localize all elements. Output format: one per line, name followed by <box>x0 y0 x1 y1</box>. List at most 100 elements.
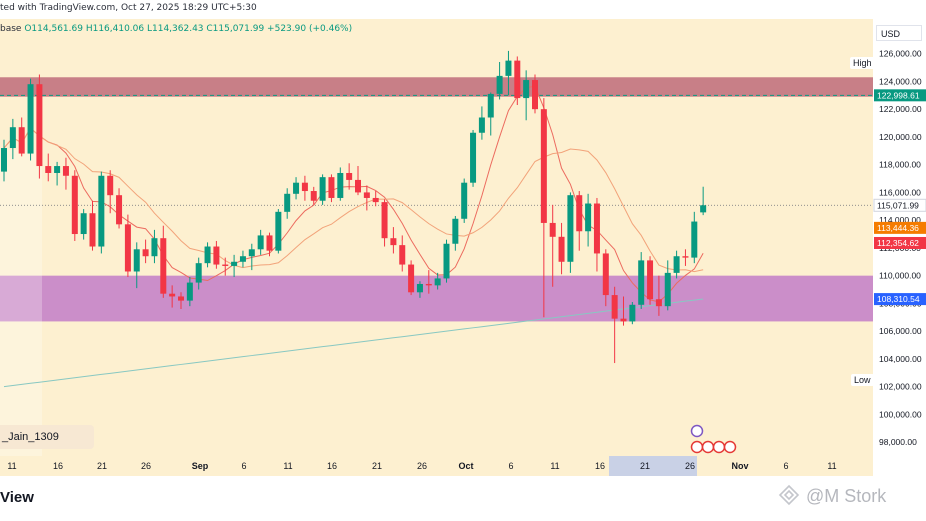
x-tick-label: 11 <box>827 461 836 471</box>
candle-body <box>452 218 459 244</box>
candle <box>470 129 477 187</box>
candle <box>80 209 87 240</box>
candle-body <box>567 195 574 262</box>
candle <box>319 174 326 205</box>
price-tag: 122,998.61 <box>874 89 926 102</box>
candle <box>204 242 211 268</box>
candle <box>27 78 34 161</box>
candle-body <box>540 109 547 223</box>
selection-band <box>0 150 42 456</box>
x-tick-label: 26 <box>417 461 427 471</box>
candle-body <box>620 318 627 322</box>
y-tick-label: 116,000.00 <box>879 187 921 197</box>
currency-label[interactable]: USD <box>876 25 922 41</box>
candle <box>98 171 105 254</box>
candle <box>363 185 370 211</box>
candle-body <box>231 261 238 266</box>
candle <box>381 199 388 247</box>
candle-body <box>496 75 503 94</box>
candle-body <box>399 245 406 265</box>
y-tick-label: 98,000.00 <box>879 437 917 447</box>
candle <box>355 166 361 196</box>
candle <box>523 70 530 121</box>
candle-body <box>673 256 680 273</box>
candle <box>284 188 291 219</box>
candle <box>700 186 707 216</box>
y-tick-label: 106,000.00 <box>879 326 922 336</box>
price-tag-label: 108,310.54 <box>877 294 920 304</box>
candle <box>116 188 123 229</box>
candle-body <box>664 272 671 307</box>
candle <box>9 118 16 160</box>
candle <box>496 62 503 100</box>
ohlc-line: base O114,561.69 H116,410.06 L114,362.43… <box>0 24 352 34</box>
candle-body <box>558 236 565 262</box>
candle <box>416 281 423 298</box>
event-flag-icon <box>712 440 726 454</box>
watermark-logo-icon <box>778 484 800 506</box>
candle <box>160 225 167 298</box>
candle-body <box>611 295 618 319</box>
x-tick-label: Oct <box>458 461 473 471</box>
candle-body <box>36 84 43 167</box>
candle <box>301 175 308 201</box>
high-label: High <box>850 57 875 69</box>
candle-body <box>549 222 556 237</box>
candle <box>266 232 273 257</box>
candle-body <box>1 148 7 172</box>
x-tick-label: 21 <box>640 461 650 471</box>
candle-body <box>71 175 78 235</box>
candle <box>89 200 96 251</box>
ohlc-values: O114,561.69 H116,410.06 L114,362.43 C115… <box>24 24 353 34</box>
x-tick-label: 26 <box>141 461 151 471</box>
event-flag-icon <box>723 440 737 454</box>
candle-body <box>186 282 193 301</box>
candle-body <box>213 246 220 265</box>
author-watermark: @M Stork <box>806 486 887 506</box>
candle-body <box>80 213 87 235</box>
candle <box>337 167 344 201</box>
candle-body <box>178 296 184 301</box>
candle <box>54 161 61 186</box>
candle <box>691 211 698 264</box>
candle <box>487 92 494 136</box>
candle <box>602 249 609 307</box>
price-tag: 113,444.36 <box>874 221 926 234</box>
candle <box>593 197 600 272</box>
candle-body <box>638 260 645 305</box>
y-tick-label: 126,000.00 <box>879 49 922 59</box>
x-tick-label: 16 <box>53 461 63 471</box>
candle-body <box>602 253 609 296</box>
candle-body <box>434 278 441 286</box>
candle-body <box>700 205 707 213</box>
candle-body <box>257 235 264 250</box>
y-tick-label: 120,000.00 <box>879 132 922 142</box>
candle-body <box>310 191 317 201</box>
candle-body <box>381 202 388 239</box>
price-tag-box <box>874 221 926 234</box>
candle <box>178 292 184 309</box>
chart-source-line: ted with TradingView.com, Oct 27, 2025 1… <box>0 3 257 13</box>
candle <box>611 286 618 364</box>
candle <box>310 186 317 205</box>
price-tag-label: 122,998.61 <box>877 90 920 100</box>
candle-body <box>647 260 654 300</box>
candle-body <box>293 182 300 194</box>
candle-body <box>461 182 468 219</box>
symbol-suffix: base <box>0 24 22 34</box>
candle-body <box>9 127 16 149</box>
candle-body <box>470 132 477 183</box>
candle <box>567 192 574 273</box>
x-tick-label: Sep <box>192 461 209 471</box>
candle <box>629 302 636 325</box>
candle-body <box>682 256 689 258</box>
candle <box>505 50 512 96</box>
candle <box>576 191 583 251</box>
x-tick-label: 11 <box>7 461 16 471</box>
candle-body <box>54 166 61 173</box>
candle-body <box>116 195 123 225</box>
candle-body <box>124 224 131 272</box>
price-tag-label: 115,071.99 <box>877 200 919 210</box>
candle-body <box>18 127 25 154</box>
